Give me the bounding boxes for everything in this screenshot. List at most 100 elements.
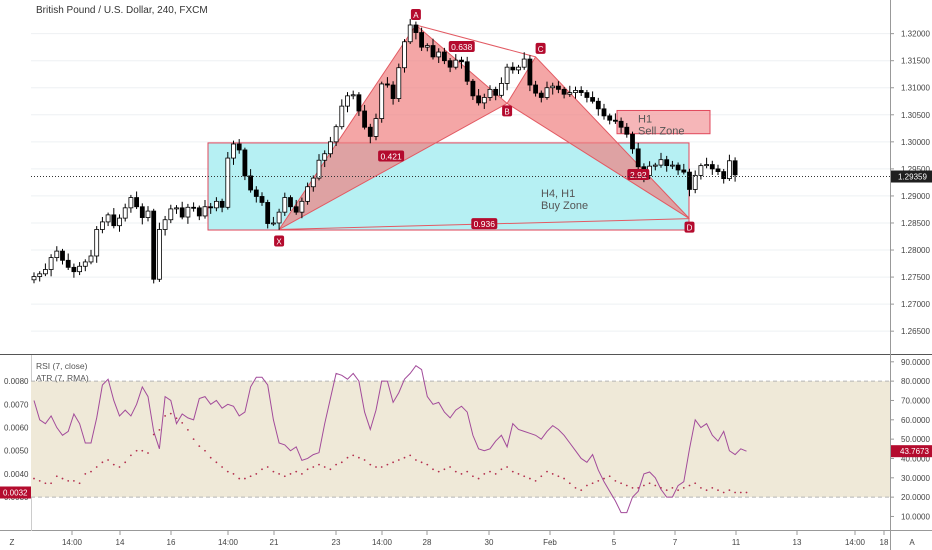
atr-point	[283, 475, 286, 478]
price-tick-label: 1.31000	[901, 84, 930, 93]
atr-point	[73, 479, 75, 482]
candle-body	[681, 169, 687, 173]
atr-point	[363, 459, 366, 461]
atr-point	[523, 475, 526, 478]
candle-body	[675, 164, 681, 171]
atr-point	[329, 468, 332, 471]
ratio-xb-label: 0.421	[380, 151, 402, 161]
rsi-tick-label: 40.0000	[901, 454, 930, 463]
atr-indicator-label[interactable]: ATR (7, RMA)	[36, 373, 89, 383]
candle-body	[213, 200, 219, 209]
atr-point	[318, 463, 320, 466]
atr-point	[597, 479, 600, 482]
atr-point	[477, 477, 480, 480]
atr-point	[420, 461, 423, 464]
atr-point	[261, 468, 263, 471]
atr-point	[660, 486, 662, 489]
candle-body	[339, 105, 345, 128]
atr-point	[135, 449, 138, 452]
atr-point	[301, 473, 303, 475]
rsi-tick-label: 60.0000	[901, 416, 930, 425]
last-price-badge-bg	[891, 170, 932, 183]
candle-body	[282, 197, 288, 213]
candle-body	[550, 85, 556, 89]
atr-point	[61, 477, 64, 480]
candle-body	[618, 120, 624, 128]
atr-point	[386, 463, 389, 466]
candle-body	[242, 149, 248, 177]
point-a-label-bg	[410, 8, 421, 20]
candle-body	[293, 206, 299, 213]
candlesticks	[31, 18, 738, 284]
atr-point	[643, 484, 645, 487]
price-axis[interactable]: 1.32000 1.31500 1.31000 1.30500 1.30000 1.295…	[31, 30, 932, 337]
candle-body	[516, 66, 521, 71]
atr-tick-label: 0.0050	[4, 447, 29, 456]
ratio-xd-label: 0.936	[474, 219, 496, 229]
time-axis-right-label: A	[909, 538, 915, 547]
candle-body	[151, 210, 157, 280]
candle-body	[373, 118, 379, 137]
atr-point	[278, 473, 280, 475]
candle-body	[265, 202, 271, 224]
candle-body	[156, 229, 162, 280]
candle-body	[635, 148, 641, 168]
candle-body	[521, 58, 527, 68]
atr-point	[323, 466, 326, 468]
candle-body	[128, 197, 134, 209]
atr-point	[118, 466, 121, 468]
atr-point	[380, 466, 383, 468]
candle-body	[652, 164, 658, 167]
candle-body	[664, 159, 670, 167]
candle-body	[601, 108, 607, 117]
atr-point	[306, 468, 309, 471]
ratio-bd-label: 2.92	[630, 170, 647, 180]
time-axis[interactable]: 14:00 14 16 14:00 21 23 14:00 28 30 Feb 5 7 11 13 14:0…	[10, 531, 916, 547]
point-c-label-bg	[535, 42, 546, 54]
atr-point	[603, 477, 605, 480]
candle-body	[476, 95, 482, 104]
atr-point	[169, 412, 172, 415]
rsi-tick-label: 70.0000	[901, 396, 930, 405]
atr-point	[665, 489, 668, 492]
candle-body	[60, 250, 65, 261]
atr-value-badge: 0.0032	[3, 488, 28, 497]
atr-point	[620, 482, 622, 485]
point-d-label-bg	[684, 221, 695, 233]
sell-zone-label-line1: H1	[638, 113, 652, 125]
candle-body	[219, 200, 225, 208]
price-tick-label: 1.28500	[901, 219, 930, 228]
candle-body	[31, 276, 37, 281]
candle-body	[310, 177, 316, 188]
time-tick-label: 14:00	[372, 538, 393, 547]
candle-body	[487, 88, 493, 98]
ratio-ac-label-bg	[448, 40, 475, 52]
atr-point	[580, 489, 583, 492]
atr-point	[529, 477, 531, 480]
atr-point	[50, 482, 52, 485]
candle-body	[498, 83, 504, 96]
candle-body	[202, 206, 208, 217]
candle-body	[100, 221, 105, 230]
candle-body	[527, 58, 533, 86]
candle-body	[174, 207, 179, 210]
atr-point	[340, 461, 343, 464]
oscillator-axis[interactable]: 90.0000 80.0000 70.0000 60.0000 50.0000 40.00…	[0, 358, 932, 522]
candle-body	[236, 143, 242, 151]
candle-body	[396, 67, 402, 99]
candle-body	[367, 126, 373, 137]
candle-body	[493, 88, 499, 96]
candle-body	[350, 94, 356, 97]
atr-point	[415, 459, 417, 461]
atr-point	[500, 468, 503, 471]
atr-point	[375, 466, 377, 468]
oscillator-pane	[31, 364, 890, 514]
time-tick-label: 23	[332, 538, 341, 547]
price-tick-label: 1.29500	[901, 165, 930, 174]
rsi-indicator-label[interactable]: RSI (7, close)	[36, 361, 88, 371]
atr-point	[198, 445, 201, 447]
atr-point	[568, 482, 571, 485]
candle-body	[196, 207, 202, 217]
price-tick-label: 1.29000	[901, 192, 930, 201]
